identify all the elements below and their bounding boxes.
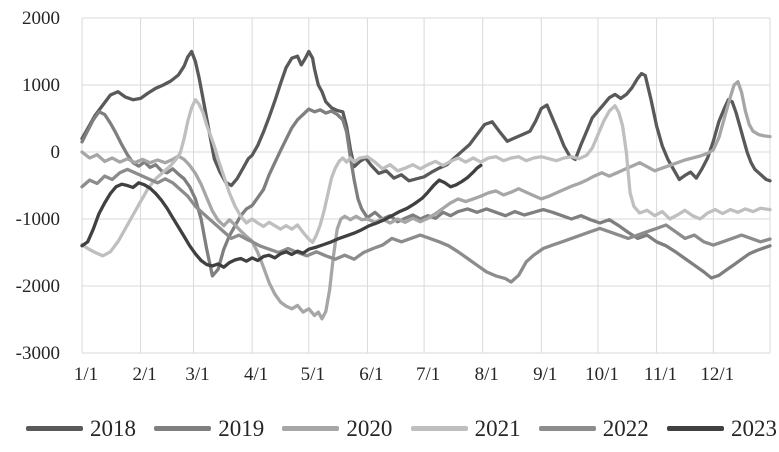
y-axis-tick-label: 2000 <box>22 8 60 29</box>
x-axis-tick-label: 1/1 <box>74 364 98 385</box>
x-axis-tick-label: 2/1 <box>132 364 156 385</box>
x-axis-tick-label: 10/1 <box>585 364 619 385</box>
x-axis-tick-label: 3/1 <box>185 364 209 385</box>
legend-item-2021: 2021 <box>410 415 521 441</box>
legend-item-2020: 2020 <box>282 417 392 440</box>
x-axis-tick-label: 6/1 <box>359 364 383 385</box>
chart-canvas: 2000 1000 0 -1000 -2000 -3000 1/1 2/1 3/1 4/1 5/1 6… <box>16 8 772 385</box>
legend-swatch-2022 <box>538 425 596 431</box>
legend-label: 2023 <box>730 415 777 441</box>
legend-item-2019: 2019 <box>154 417 264 440</box>
y-axis-tick-label: -3000 <box>16 343 60 364</box>
x-axis-tick-label: 9/1 <box>533 364 557 385</box>
x-axis-tick-label: 5/1 <box>301 364 325 385</box>
legend-label: 2019 <box>218 415 265 441</box>
legend-swatch-2020 <box>282 425 340 431</box>
y-axis-tick-label: 0 <box>51 142 61 163</box>
legend-label: 2021 <box>474 415 521 441</box>
y-axis-tick-label: 1000 <box>22 75 60 96</box>
series-line-2023 <box>80 163 483 269</box>
x-axis-tick-label: 8/1 <box>475 364 499 385</box>
x-axis-tick-label: 12/1 <box>700 364 734 385</box>
legend-item-2022: 2022 <box>538 415 649 441</box>
x-axis-tick-label: 4/1 <box>244 364 268 385</box>
legend-swatch-2018 <box>26 425 83 431</box>
legend-item-2023: 2023 <box>666 415 777 441</box>
plot-area: 2000 1000 0 -1000 -2000 -3000 1/1 2/1 3/1 4/1 5/1 6… <box>16 8 772 385</box>
series-line-2022 <box>80 167 772 284</box>
series-line-2021 <box>80 98 772 258</box>
x-axis-tick-label: 7/1 <box>416 364 440 385</box>
legend-label: 2022 <box>602 415 649 441</box>
y-axis-tick-label: -2000 <box>16 276 60 297</box>
series-line-2020 <box>80 80 772 321</box>
legend-label: 2018 <box>90 415 136 441</box>
legend-item-2018: 2018 <box>26 417 136 440</box>
legend-label: 2020 <box>346 415 393 441</box>
legend-swatch-2021 <box>410 425 468 431</box>
y-axis-tick-label: -1000 <box>16 209 60 230</box>
legend-swatch-2023 <box>666 425 724 431</box>
x-axis-tick-label: 11/1 <box>644 364 677 385</box>
legend-swatch-2019 <box>154 425 212 431</box>
legend: 2018 2019 2020 2021 2022 2023 <box>0 408 779 448</box>
